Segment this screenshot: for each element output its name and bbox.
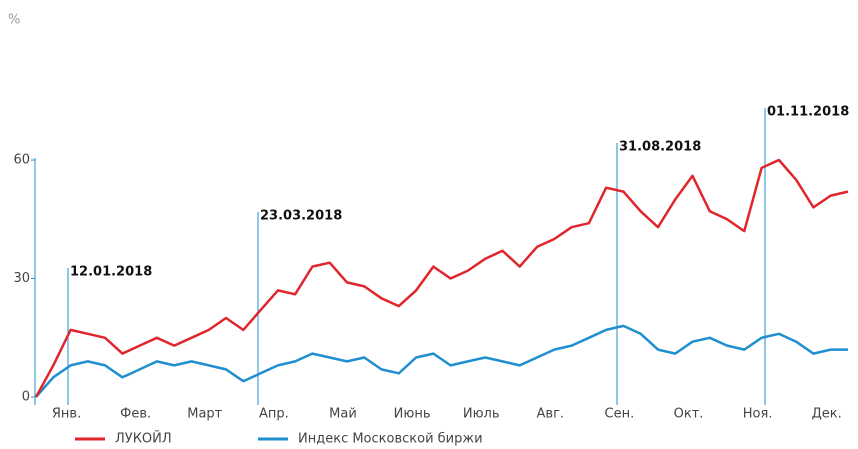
x-tick-label: Дек.: [812, 407, 842, 422]
x-tick-label: Май: [329, 407, 357, 422]
x-tick-label: Апр.: [259, 407, 289, 422]
x-tick-label: Фев.: [120, 407, 151, 422]
y-tick-label: 30: [13, 271, 30, 286]
line-series: [35, 324, 848, 398]
y-tick-label: 60: [13, 153, 30, 168]
x-tick-label: Ноя.: [743, 407, 773, 422]
annotation: 23.03.2018: [260, 209, 342, 224]
x-tick-label: Окт.: [674, 407, 704, 422]
annotation: 31.08.2018: [619, 140, 701, 155]
x-tick-label: Июнь: [394, 407, 431, 422]
annotation: 01.11.2018: [767, 105, 849, 120]
y-tick-label: 0: [22, 390, 30, 405]
x-tick-label: Янв.: [52, 407, 81, 422]
legend-label: Индекс Московской биржи: [298, 432, 483, 447]
x-tick-label: Авг.: [537, 407, 565, 422]
annotation: 12.01.2018: [70, 265, 152, 280]
x-tick-label: Сен.: [605, 407, 635, 422]
x-tick-label: Июль: [463, 407, 500, 422]
line-series: [34, 158, 849, 398]
legend-label: ЛУКОЙЛ: [115, 431, 172, 447]
y-axis-label: %: [8, 13, 20, 28]
x-tick-label: Март: [187, 407, 222, 422]
